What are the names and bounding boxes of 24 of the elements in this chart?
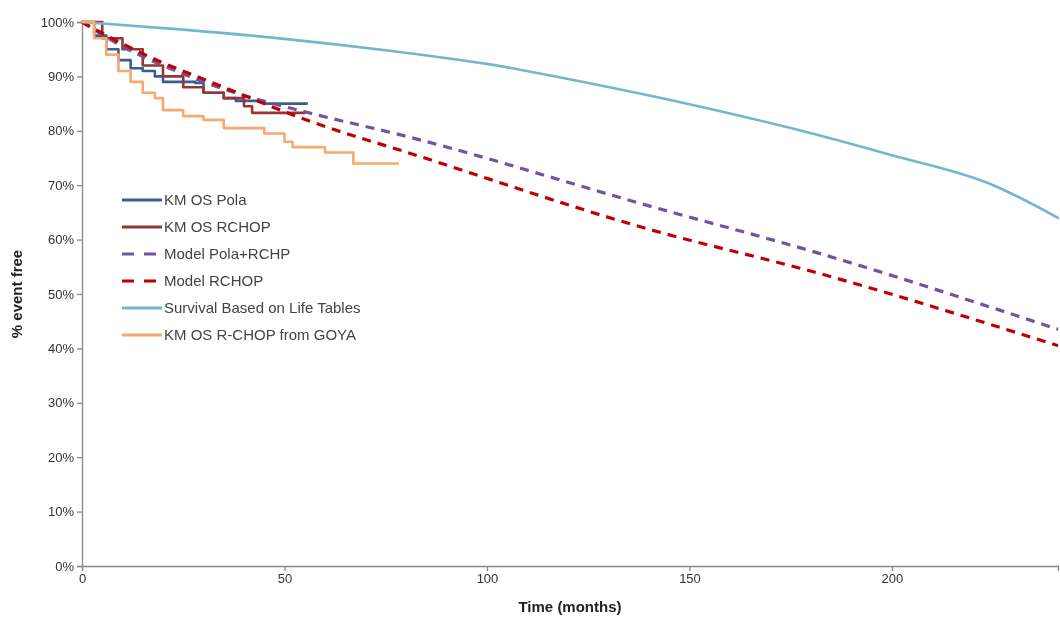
x-axis-title: Time (months) xyxy=(518,598,622,615)
y-tick-label: 70% xyxy=(47,177,75,193)
legend-label: KM OS R-CHOP from GOYA xyxy=(164,326,356,343)
legend-label: Model RCHOP xyxy=(164,272,264,289)
y-tick-label: 40% xyxy=(47,341,75,357)
y-tick-label: 50% xyxy=(47,286,75,302)
y-tick-label: 10% xyxy=(47,504,75,520)
x-tick-label: 200 xyxy=(881,571,904,587)
legend-label: Model Pola+RCHP xyxy=(164,245,291,262)
y-tick-label: 0% xyxy=(55,558,75,574)
legend-label: KM OS Pola xyxy=(164,191,248,208)
x-tick-label: 50 xyxy=(277,571,293,587)
legend-label: Survival Based on Life Tables xyxy=(164,299,361,316)
y-tick-label: 80% xyxy=(47,123,75,139)
legend-label: KM OS RCHOP xyxy=(164,218,271,235)
y-axis-title: % event free xyxy=(8,249,25,339)
x-tick-label: 0 xyxy=(78,571,87,587)
y-tick-label: 100% xyxy=(40,14,75,30)
y-tick-label: 90% xyxy=(47,69,75,85)
y-tick-label: 30% xyxy=(47,395,75,411)
y-tick-label: 20% xyxy=(47,449,75,465)
y-tick-label: 60% xyxy=(47,232,75,248)
x-tick-label: 150 xyxy=(679,571,701,587)
x-tick-label: 100 xyxy=(476,571,499,587)
